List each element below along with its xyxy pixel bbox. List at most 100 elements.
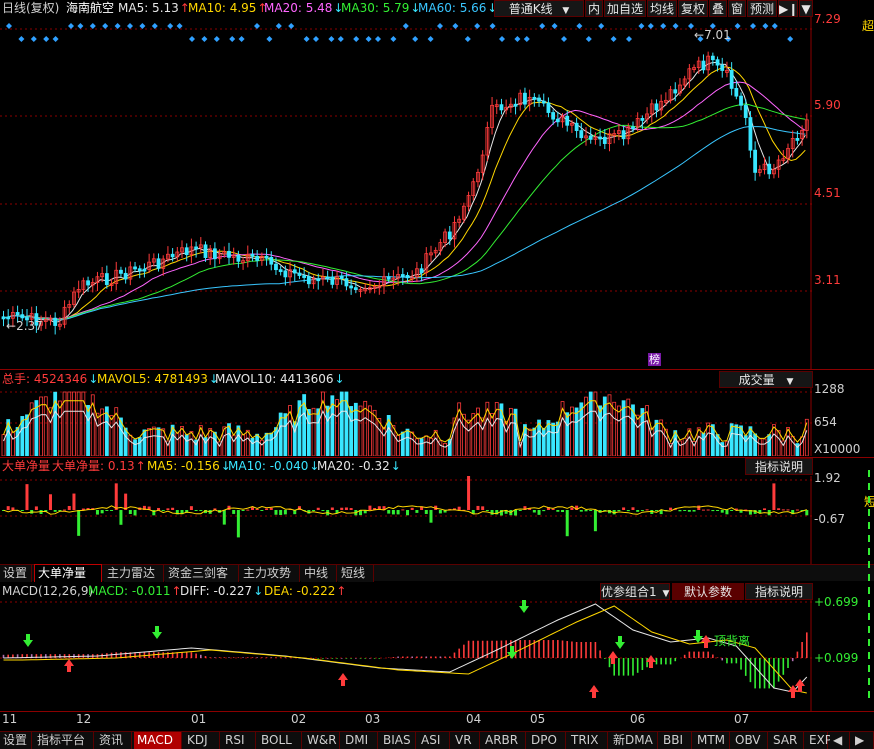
- tab-main-attack[interactable]: 主力攻势: [240, 565, 300, 582]
- btn-moving-average[interactable]: 均线: [647, 0, 677, 17]
- tab-kdj[interactable]: KDJ: [184, 732, 220, 749]
- candle-body: [142, 268, 147, 272]
- volume-bar: [579, 402, 584, 456]
- btn-window[interactable]: 窗: [728, 0, 746, 17]
- netvol-bar: [471, 510, 475, 514]
- chart-type-select[interactable]: 普通K线 ▼: [494, 0, 584, 17]
- candle-body: [616, 130, 621, 134]
- signal-diamond: [176, 23, 183, 29]
- tab-dmi[interactable]: DMI: [342, 732, 378, 749]
- volume-bar: [631, 404, 635, 456]
- btn-add-favorite[interactable]: 加自选: [604, 0, 646, 17]
- netvol-bar: [321, 510, 325, 511]
- stock-name[interactable]: 海南航空: [66, 1, 115, 15]
- candle-body: [20, 314, 25, 319]
- netvol-bar: [67, 505, 71, 510]
- btn-forecast[interactable]: 预测: [747, 0, 777, 17]
- macd-help-button[interactable]: 指标说明: [745, 583, 813, 600]
- tab-main-radar[interactable]: 主力雷达: [104, 565, 164, 582]
- tab-trix[interactable]: TRIX: [568, 732, 608, 749]
- period-label: 日线(复权): [2, 1, 60, 15]
- netvol-chart[interactable]: [0, 476, 812, 564]
- volume-bar: [452, 417, 457, 456]
- macd-chart[interactable]: [0, 600, 812, 711]
- ma-line: [1, 126, 806, 321]
- tab-settings[interactable]: 设置: [0, 565, 32, 582]
- candle-body: [123, 272, 128, 280]
- preset-select[interactable]: 优参组合1 ▼: [600, 583, 670, 600]
- price-y-label: 7.29: [814, 12, 841, 26]
- scroll-right-icon[interactable]: ▶: [852, 732, 874, 749]
- tab-indicator-platform[interactable]: 指标平台: [34, 732, 94, 749]
- volume-bar: [292, 421, 297, 456]
- chevron-down-icon[interactable]: ▼: [799, 0, 813, 17]
- scroll-left-icon[interactable]: ◀: [830, 732, 850, 749]
- tab-mid-term[interactable]: 中线: [301, 565, 337, 582]
- candle-body: [62, 306, 67, 325]
- mavol10-line: [3, 409, 808, 449]
- signal-diamond: [68, 23, 74, 29]
- tab-bias[interactable]: BIAS: [380, 732, 416, 749]
- tab-vr[interactable]: VR: [452, 732, 480, 749]
- sell-signal-arrow: [519, 600, 529, 613]
- netvol-bar: [204, 510, 207, 514]
- signal-diamond: [474, 23, 481, 29]
- btn-adjust[interactable]: 复权: [678, 0, 708, 17]
- volume-bar: [283, 413, 288, 456]
- tab-large-order-net[interactable]: 大单净量: [34, 564, 102, 582]
- tab-asi[interactable]: ASI: [418, 732, 450, 749]
- candle-body: [29, 313, 34, 320]
- tab-exp[interactable]: EXP: [806, 732, 832, 749]
- volume-bar: [217, 441, 222, 456]
- chevron-down-icon: ▼: [662, 589, 670, 599]
- volume-indicator-select[interactable]: 成交量 ▼: [719, 371, 813, 388]
- volume-bar: [400, 431, 405, 456]
- candle-body: [466, 195, 471, 207]
- candle-body: [701, 60, 706, 71]
- play-icon[interactable]: ▶❙: [778, 0, 799, 17]
- candle-body: [109, 283, 114, 286]
- signal-diamond: [709, 23, 716, 29]
- netvol-bar: [344, 507, 348, 510]
- volume-bar: [76, 391, 81, 456]
- netvol-bar: [316, 507, 320, 510]
- candle-body: [325, 276, 330, 280]
- tab-settings[interactable]: 设置: [0, 732, 32, 749]
- tab-rsi[interactable]: RSI: [222, 732, 256, 749]
- candle-body: [419, 268, 424, 274]
- netvol-help-button[interactable]: 指标说明: [745, 458, 813, 475]
- candle-body: [527, 96, 532, 105]
- volume-chart[interactable]: [0, 388, 812, 456]
- tab-new-dma[interactable]: 新DMA: [610, 732, 658, 749]
- signal-diamond: [127, 23, 133, 29]
- btn-inner[interactable]: 内: [585, 0, 603, 17]
- volume-bar: [461, 413, 466, 456]
- volume-bar: [119, 417, 123, 456]
- tab-short-term[interactable]: 短线: [338, 565, 374, 582]
- tab-wr[interactable]: W&R: [304, 732, 340, 749]
- tab-obv[interactable]: OBV: [732, 732, 768, 749]
- rank-badge[interactable]: 榜: [648, 353, 661, 366]
- candle-body: [302, 275, 307, 278]
- volume-bar: [57, 400, 62, 456]
- tab-bbi[interactable]: BBI: [660, 732, 692, 749]
- tab-news[interactable]: 资讯: [96, 732, 132, 749]
- candle-body: [6, 316, 11, 320]
- candle-body: [222, 250, 227, 255]
- tab-sar[interactable]: SAR: [770, 732, 804, 749]
- tab-macd[interactable]: MACD: [134, 732, 182, 749]
- volume-bar: [349, 406, 354, 456]
- candle-body: [753, 149, 758, 173]
- volume-bar: [382, 426, 386, 456]
- tab-boll[interactable]: BOLL: [258, 732, 302, 749]
- netvol-bar: [63, 509, 67, 511]
- netvol-bar: [514, 510, 518, 516]
- tab-dpo[interactable]: DPO: [528, 732, 566, 749]
- price-chart[interactable]: [0, 17, 812, 369]
- default-params-button[interactable]: 默认参数: [672, 583, 744, 600]
- tab-fund-trio[interactable]: 资金三剑客: [165, 565, 239, 582]
- tab-arbr[interactable]: ARBR: [482, 732, 526, 749]
- tab-mtm[interactable]: MTM: [694, 732, 730, 749]
- btn-overlay[interactable]: 叠: [709, 0, 727, 17]
- volume-bar: [15, 427, 20, 456]
